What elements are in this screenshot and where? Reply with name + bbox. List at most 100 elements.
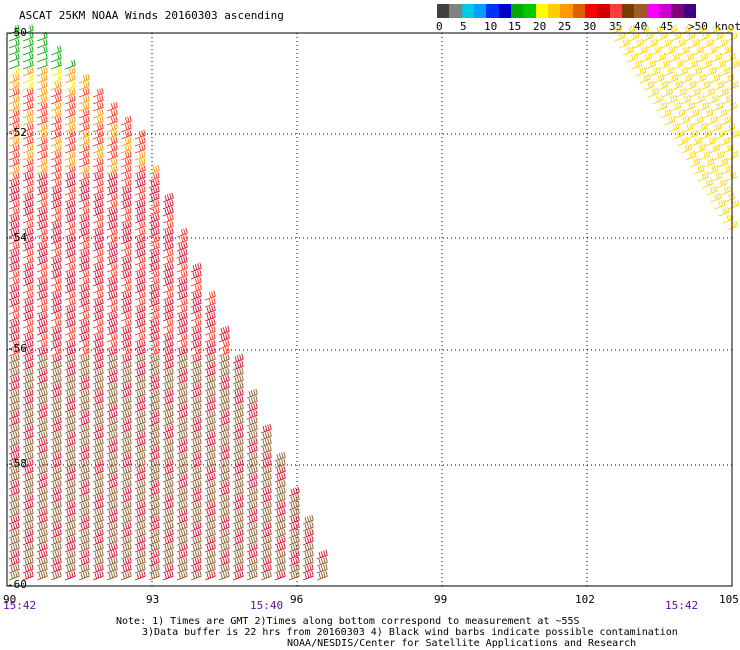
wind-barb bbox=[190, 437, 202, 448]
wind-barb bbox=[232, 388, 244, 399]
wind-barb bbox=[64, 528, 76, 539]
wind-barb bbox=[707, 164, 719, 175]
wind-barb bbox=[288, 556, 300, 567]
wind-barb bbox=[8, 150, 20, 161]
wind-barb bbox=[36, 192, 48, 203]
wind-barb bbox=[22, 311, 34, 322]
wind-barb bbox=[92, 570, 104, 581]
wind-barb bbox=[148, 416, 160, 427]
wind-barb bbox=[78, 514, 90, 525]
wind-barb bbox=[218, 563, 230, 574]
wind-barb bbox=[64, 234, 76, 245]
wind-barb bbox=[162, 227, 174, 238]
wind-barb bbox=[190, 318, 202, 329]
wind-barb bbox=[162, 402, 174, 413]
wind-barb bbox=[190, 514, 202, 525]
wind-barb bbox=[204, 339, 216, 350]
wind-barb bbox=[681, 73, 693, 84]
wind-barb bbox=[36, 143, 48, 154]
lon-label: 93 bbox=[146, 593, 160, 606]
colorbar-label: >50 knots bbox=[688, 20, 740, 33]
wind-barb bbox=[8, 507, 20, 518]
wind-barb bbox=[134, 395, 146, 406]
wind-barb bbox=[92, 402, 104, 413]
wind-barb bbox=[8, 269, 20, 280]
wind-barb bbox=[8, 52, 20, 63]
wind-barb bbox=[106, 409, 118, 420]
wind-barb bbox=[190, 402, 202, 413]
wind-barb bbox=[639, 73, 651, 84]
wind-barb bbox=[204, 493, 216, 504]
wind-barb bbox=[64, 472, 76, 483]
wind-barb bbox=[148, 402, 160, 413]
wind-barb bbox=[22, 59, 34, 70]
wind-barb bbox=[260, 437, 272, 448]
wind-barb bbox=[36, 332, 48, 343]
wind-barb bbox=[8, 122, 20, 133]
wind-barb bbox=[162, 395, 174, 406]
wind-barb bbox=[204, 570, 216, 581]
wind-barb bbox=[246, 430, 258, 441]
wind-barb bbox=[92, 381, 104, 392]
wind-barb bbox=[232, 472, 244, 483]
wind-barb bbox=[78, 213, 90, 224]
wind-barb bbox=[218, 430, 230, 441]
wind-barb bbox=[106, 108, 118, 119]
wind-barb bbox=[673, 59, 685, 70]
wind-barb bbox=[246, 507, 258, 518]
wind-barb bbox=[8, 416, 20, 427]
wind-barb bbox=[120, 206, 132, 217]
wind-barb bbox=[50, 465, 62, 476]
wind-barb bbox=[50, 479, 62, 490]
wind-barb bbox=[246, 395, 258, 406]
colorbar-swatch bbox=[473, 4, 487, 18]
wind-barb bbox=[120, 157, 132, 168]
wind-barb bbox=[162, 409, 174, 420]
wind-barb bbox=[64, 535, 76, 546]
wind-barb bbox=[78, 297, 90, 308]
wind-barb bbox=[36, 164, 48, 175]
wind-barb bbox=[36, 381, 48, 392]
wind-barb bbox=[190, 409, 202, 420]
wind-barb bbox=[8, 472, 20, 483]
wind-barb bbox=[36, 563, 48, 574]
wind-barb bbox=[204, 472, 216, 483]
wind-barb bbox=[92, 290, 104, 301]
colorbar-swatch bbox=[461, 4, 474, 18]
wind-barb bbox=[302, 563, 314, 574]
wind-barb bbox=[36, 479, 48, 490]
wind-barb bbox=[120, 248, 132, 259]
wind-barb bbox=[134, 486, 146, 497]
wind-barb bbox=[190, 458, 202, 469]
wind-barb bbox=[8, 108, 20, 119]
wind-barb bbox=[36, 290, 48, 301]
wind-barb bbox=[50, 549, 62, 560]
wind-barb bbox=[36, 94, 48, 105]
wind-barb bbox=[176, 346, 188, 357]
wind-barb bbox=[702, 38, 714, 49]
wind-barb bbox=[120, 465, 132, 476]
wind-barb bbox=[78, 493, 90, 504]
wind-barb bbox=[720, 45, 732, 56]
wind-barb bbox=[22, 381, 34, 392]
wind-barb bbox=[176, 241, 188, 252]
wind-barb bbox=[176, 297, 188, 308]
wind-barb bbox=[50, 346, 62, 357]
wind-barb bbox=[64, 549, 76, 560]
wind-barb bbox=[190, 262, 202, 273]
wind-barbs bbox=[8, 24, 740, 581]
wind-barb bbox=[148, 535, 160, 546]
wind-barb bbox=[618, 38, 630, 49]
wind-barb bbox=[64, 59, 76, 70]
wind-barb bbox=[681, 143, 693, 154]
wind-barb bbox=[246, 465, 258, 476]
wind-barb bbox=[708, 24, 720, 35]
wind-barb bbox=[106, 388, 118, 399]
wind-barb bbox=[660, 38, 672, 49]
wind-barb bbox=[92, 297, 104, 308]
wind-barb bbox=[696, 122, 708, 133]
wind-barb bbox=[92, 164, 104, 175]
wind-barb bbox=[64, 129, 76, 140]
wind-barb bbox=[22, 199, 34, 210]
wind-barb bbox=[148, 220, 160, 231]
